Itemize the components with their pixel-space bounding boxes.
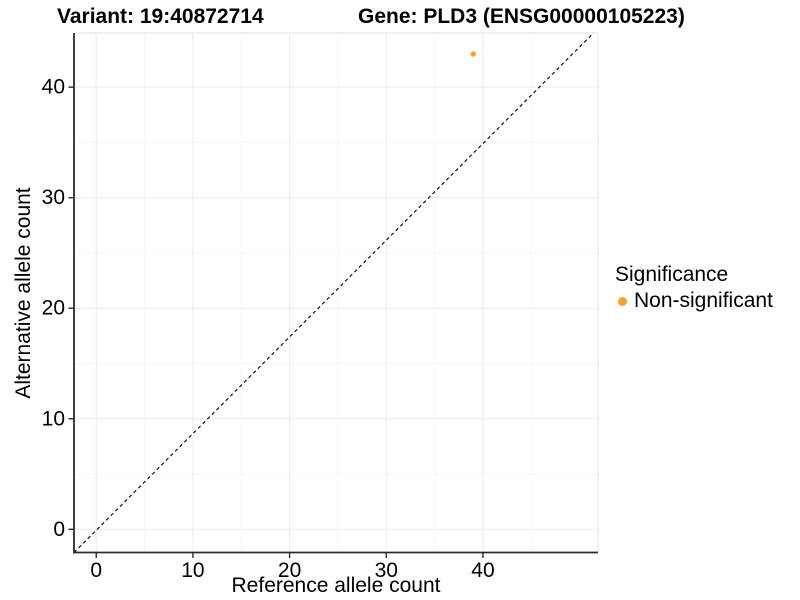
legend-item-label: Non-significant [634,289,773,312]
y-tick-label: 10 [42,407,65,430]
x-axis-title: Reference allele count [231,574,441,597]
y-tick-label: 0 [53,518,65,541]
identity-dashed-line [73,32,594,553]
y-tick-label: 20 [42,297,65,320]
y-tick-label: 40 [42,76,65,99]
legend: Significance Non-significant [615,263,773,313]
x-tick-label: 30 [375,559,398,582]
data-point [470,51,476,57]
legend-item-non-significant: Non-significant [615,289,773,313]
x-tick-label: 10 [181,559,204,582]
x-tick-label: 0 [90,559,102,582]
x-tick-label: 20 [278,559,301,582]
legend-title: Significance [615,263,729,286]
gene-title: Gene: PLD3 (ENSG00000105223) [358,5,685,28]
variant-title: Variant: 19:40872714 [57,5,264,28]
y-tick-label: 30 [42,186,65,209]
x-tick-label: 40 [471,559,494,582]
y-axis-title: Alternative allele count [12,187,35,399]
legend-point-icon [618,296,627,306]
